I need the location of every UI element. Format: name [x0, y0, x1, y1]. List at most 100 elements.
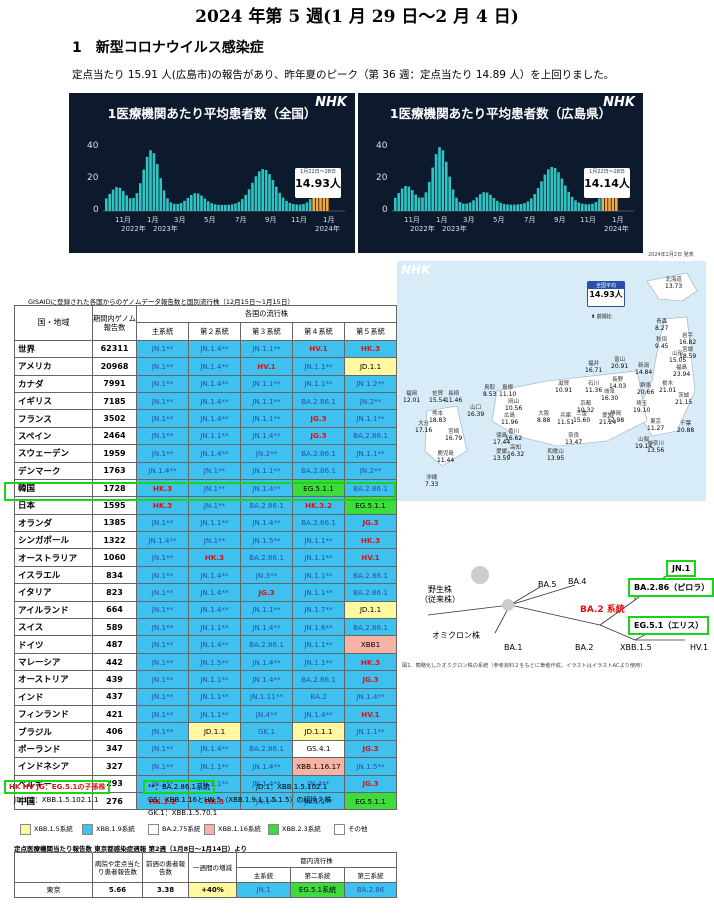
strain-cell: JN.1.1**	[188, 687, 241, 706]
histogram-bar	[292, 204, 295, 211]
strain-cell: HV.1	[240, 357, 293, 376]
strain-cell: JD.1.1.1	[292, 722, 345, 741]
strain-cell: JN.1.1**	[188, 757, 241, 776]
national-average-box: 全国平均 14.93人	[587, 281, 625, 307]
strain-cell: JN.1.1**	[292, 635, 345, 654]
strain-cell: JN.1.7**	[292, 600, 345, 620]
table-row: イギリス 7185 JN.1** JN.1.4** JN.1.1** BA.2.86.1 J…	[14, 391, 397, 411]
header-blank	[14, 852, 93, 883]
subheader: 第二系統	[290, 867, 345, 883]
table-row: フィンランド 421 JN.1** JN.1.1** JN.4** JN.1.4** HV.…	[14, 704, 397, 724]
country-cell: アメリカ	[14, 357, 93, 376]
strain-cell: JG.3	[240, 583, 293, 602]
page-title: 2024 年第 5 週(1 月 29 日～2 月 4 日)	[195, 7, 519, 27]
histogram-bar	[271, 180, 275, 211]
strain-cell: JN.1**	[136, 548, 189, 567]
histogram-bar	[244, 194, 247, 211]
strain-cell: JN.1.2**	[344, 374, 397, 393]
strain-cell: JN.1.1**	[240, 339, 293, 359]
prefecture-label: 岐阜 16.30	[601, 389, 619, 402]
y-tick: 0	[382, 205, 388, 215]
histogram-bar	[190, 194, 193, 211]
eg51-box: EG.5.1（エリス）	[628, 616, 710, 635]
jn1-box: JN.1	[666, 560, 697, 577]
col-header: 第４系統	[292, 322, 345, 341]
legend-item: XBB.1.5系統	[20, 823, 73, 835]
y-tick: 40	[376, 141, 388, 151]
histogram-bar	[278, 192, 281, 211]
prefecture-label: 高知 16.32	[507, 445, 525, 458]
table-row: シンガポール 1322 JN.1.4** JN.1** JN.1.5** JN.1.1**…	[14, 531, 397, 550]
prefecture-label: 栃木 21.01	[659, 381, 677, 394]
histogram-bar	[196, 193, 200, 211]
prefecture-label: 徳島 17.44	[493, 433, 511, 446]
histogram-bar	[584, 204, 587, 211]
header-current: 病院や定点当たり患者報告数	[92, 852, 143, 883]
histogram-bar	[513, 204, 516, 211]
y-tick: 20	[87, 173, 99, 183]
strain-cell: JN.1**	[136, 339, 189, 359]
prefecture-label: 山形 15.05	[669, 351, 687, 364]
strain-cell: JN.1**	[136, 774, 189, 793]
legend-item: XBB.1.9系統	[82, 823, 135, 835]
ba1-label: BA.1	[504, 643, 523, 652]
histogram-bar	[434, 154, 438, 211]
header-strains: 都内流行株	[235, 852, 398, 868]
histogram-bar	[241, 199, 244, 211]
strain-cell: JN.1.1**	[292, 565, 345, 585]
strain-cell: JN.1.11**	[240, 687, 293, 706]
table-row: スペイン 2464 JN.1** JN.1.1** JN.1.4** JG.3 BA.2.8…	[14, 426, 397, 446]
x-tick: 1月	[612, 216, 624, 224]
histogram-bar	[135, 193, 139, 211]
strain-cell: JN.1.4**	[240, 652, 293, 672]
country-cell: イスラエル	[14, 565, 93, 585]
section-heading: 1 新型コロナウイルス感染症	[72, 40, 264, 56]
strain-cell: BA.2.86.1	[344, 618, 397, 637]
histogram-bar	[122, 191, 125, 211]
strain-cell: JN.4**	[292, 774, 345, 793]
prefecture-label: 群馬 20.66	[637, 383, 655, 396]
strain-cell: JN.1.4**	[188, 339, 241, 359]
strain-cell: BA.2.86.1	[292, 461, 345, 480]
histogram-bar	[159, 178, 162, 211]
subheader: 第三系統	[343, 867, 398, 883]
prefecture-label: 奈良 13.47	[565, 433, 583, 446]
prefecture-label: 秋田 9.45	[655, 337, 669, 350]
strain-cell: JN.1**	[136, 757, 189, 776]
current-cell: 5.66	[92, 882, 143, 898]
count-cell: 1385	[92, 513, 137, 533]
histogram-bar	[142, 169, 145, 211]
strain-cell: JN.2**	[240, 444, 293, 463]
count-cell: 487	[92, 635, 137, 654]
strain-cell: JG.3	[344, 513, 397, 533]
histogram-bar	[166, 198, 169, 211]
histogram-bar	[173, 203, 176, 211]
country-cell: イタリア	[14, 583, 93, 602]
histogram-bar	[400, 188, 404, 211]
country-cell: スウェーデン	[14, 444, 93, 463]
strain-cell: JN.1.1**	[240, 409, 293, 428]
strain-cell: JN.1.1**	[188, 513, 241, 533]
strain-cell: JN.1**	[136, 722, 189, 741]
strain-cell: HK.3	[344, 339, 397, 359]
col-header: 第３系統	[240, 322, 293, 341]
legend-item: XBB.2.3系統	[268, 823, 321, 835]
strain-cell: JN.1.4**	[188, 565, 241, 585]
count-cell: 442	[92, 652, 137, 672]
strain-cell: JN.1.5**	[240, 531, 293, 550]
year-label: 2023年	[153, 225, 178, 233]
strain-cell: JN.1.1**	[292, 548, 345, 567]
histogram-bar	[281, 197, 285, 211]
prefecture-label: 岩手 16.82	[679, 333, 697, 346]
histogram-bar	[557, 172, 560, 211]
strain-cell: BA.2	[292, 687, 345, 706]
strain-cell: JN.1.1**	[240, 461, 293, 480]
strain-cell: JN.1**	[136, 635, 189, 654]
strain-cell: HK.3	[344, 531, 397, 550]
histogram-bar	[441, 150, 445, 211]
strain-cell: JD.1.1	[344, 357, 397, 376]
histogram-bar	[482, 192, 485, 211]
strain-cell: JN.1.4**	[240, 618, 293, 637]
histogram-bar	[581, 203, 584, 211]
prefecture-label: 香川 16.62	[505, 429, 523, 442]
